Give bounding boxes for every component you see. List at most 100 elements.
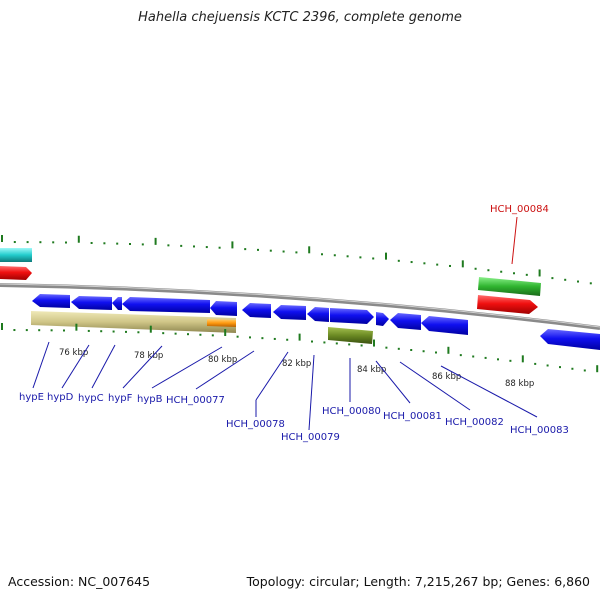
orange-feature[interactable]	[207, 319, 236, 327]
scale-label-88kbp: 88 kbp	[505, 379, 534, 389]
red-gene-hch-00084[interactable]	[477, 295, 538, 314]
inner-major-tick	[224, 329, 227, 337]
gene-label-hypb[interactable]: hypB	[137, 394, 163, 405]
red-gene-left[interactable]	[0, 266, 32, 280]
inner-minor-tick	[187, 333, 189, 336]
inner-major-tick	[373, 339, 375, 347]
outer-minor-tick	[474, 267, 477, 270]
inner-minor-tick	[546, 364, 549, 367]
gene-label-hypf[interactable]: hypF	[108, 393, 133, 404]
gene-label-hch-00078[interactable]: HCH_00078	[226, 419, 285, 430]
outer-minor-tick	[282, 250, 285, 253]
gene-label-hch-00077[interactable]: HCH_00077	[166, 395, 225, 406]
scale-label-86kbp: 86 kbp	[432, 372, 461, 382]
gene-label-hch-00081[interactable]: HCH_00081	[383, 411, 442, 422]
outer-major-tick	[308, 246, 311, 254]
olive-feature[interactable]	[328, 327, 373, 344]
inner-minor-tick	[162, 332, 165, 335]
inner-minor-tick	[484, 356, 487, 359]
outer-minor-tick	[269, 249, 272, 252]
inner-major-tick	[1, 323, 3, 331]
inner-minor-tick	[112, 330, 115, 333]
tan-feature[interactable]	[31, 311, 236, 333]
scale-label-78kbp: 78 kbp	[134, 351, 163, 361]
gene-labels: hypE hypD hypC hypF hypB HCH_00077 HCH_0…	[19, 392, 569, 443]
gene-label-hypc[interactable]: hypC	[78, 393, 104, 404]
outer-minor-tick	[167, 244, 170, 247]
gene-label-hch-00084[interactable]: HCH_00084	[490, 204, 549, 215]
inner-minor-tick	[38, 329, 41, 332]
outer-major-tick	[77, 235, 80, 243]
gene-hch-00077[interactable]	[242, 303, 271, 318]
inner-minor-tick	[211, 334, 214, 337]
outer-minor-tick	[103, 242, 106, 245]
inner-minor-tick	[199, 333, 202, 336]
outer-tick-row	[1, 235, 592, 285]
gene-hch-00080[interactable]	[330, 308, 374, 324]
inner-tick-row	[1, 323, 599, 373]
gene-hch-00078[interactable]	[273, 305, 306, 320]
inner-minor-tick	[25, 329, 28, 332]
gene-hype[interactable]	[32, 294, 70, 308]
outer-minor-tick	[436, 263, 439, 266]
outer-minor-tick	[13, 241, 16, 244]
inner-minor-tick	[348, 343, 351, 346]
inner-minor-tick	[397, 347, 400, 350]
outer-minor-tick	[449, 264, 451, 267]
outer-minor-tick	[116, 242, 119, 245]
highlight-leader-line	[511, 216, 518, 265]
gene-hypd[interactable]	[71, 296, 112, 310]
outer-minor-tick	[513, 272, 515, 275]
scale-label-80kbp: 80 kbp	[208, 355, 237, 365]
inner-minor-tick	[583, 369, 586, 372]
gene-label-hype[interactable]: hypE	[19, 392, 44, 403]
gene-hch-00082[interactable]	[390, 313, 421, 330]
outer-major-tick	[385, 252, 387, 260]
outer-minor-tick	[564, 278, 567, 281]
outer-minor-tick	[244, 248, 247, 251]
gene-label-hch-00079[interactable]: HCH_00079	[281, 432, 340, 443]
gene-label-hch-00083[interactable]: HCH_00083	[510, 425, 569, 436]
outer-minor-tick	[410, 261, 413, 264]
gene-hch-00083[interactable]	[421, 316, 468, 335]
scale-label-76kbp: 76 kbp	[59, 348, 88, 358]
inner-minor-tick	[236, 335, 239, 338]
gene-hypf[interactable]	[122, 297, 210, 313]
inner-major-tick	[521, 355, 524, 363]
outer-minor-tick	[129, 242, 131, 245]
outer-minor-tick	[359, 256, 362, 259]
inner-minor-tick	[497, 358, 499, 361]
green-feature-hch-00084[interactable]	[478, 277, 541, 296]
inner-minor-tick	[286, 338, 289, 341]
inner-minor-tick	[311, 340, 313, 343]
outer-minor-tick	[26, 241, 29, 244]
gene-hypb[interactable]	[210, 301, 237, 316]
inner-major-tick	[298, 333, 301, 341]
inner-major-tick	[596, 365, 599, 373]
gene-hypc[interactable]	[112, 297, 122, 310]
scale-label-82kbp: 82 kbp	[282, 359, 311, 369]
outer-minor-tick	[551, 277, 554, 280]
inner-minor-tick	[137, 331, 140, 334]
outer-minor-tick	[346, 255, 349, 258]
gene-label-hch-00082[interactable]: HCH_00082	[445, 417, 504, 428]
gene-hch-00081[interactable]	[376, 312, 389, 326]
inner-minor-tick	[459, 354, 462, 357]
cyan-feature[interactable]	[0, 248, 32, 262]
outer-minor-tick	[39, 241, 42, 244]
gene-label-hypd[interactable]: hypD	[47, 392, 74, 403]
gene-right-edge[interactable]	[540, 329, 600, 350]
gene-label-hch-00080[interactable]: HCH_00080	[322, 406, 381, 417]
inner-minor-tick	[100, 330, 103, 333]
inner-minor-tick	[13, 329, 16, 332]
gene-hch-00079[interactable]	[307, 307, 329, 322]
inner-minor-tick	[472, 355, 475, 358]
outer-minor-tick	[589, 282, 592, 285]
outer-major-tick	[154, 237, 157, 245]
outer-minor-tick	[141, 243, 144, 246]
genome-stats-text: Topology: circular; Length: 7,215,267 bp…	[246, 574, 590, 589]
outer-minor-tick	[500, 270, 503, 273]
inner-minor-tick	[63, 329, 65, 332]
outer-minor-tick	[180, 244, 183, 247]
